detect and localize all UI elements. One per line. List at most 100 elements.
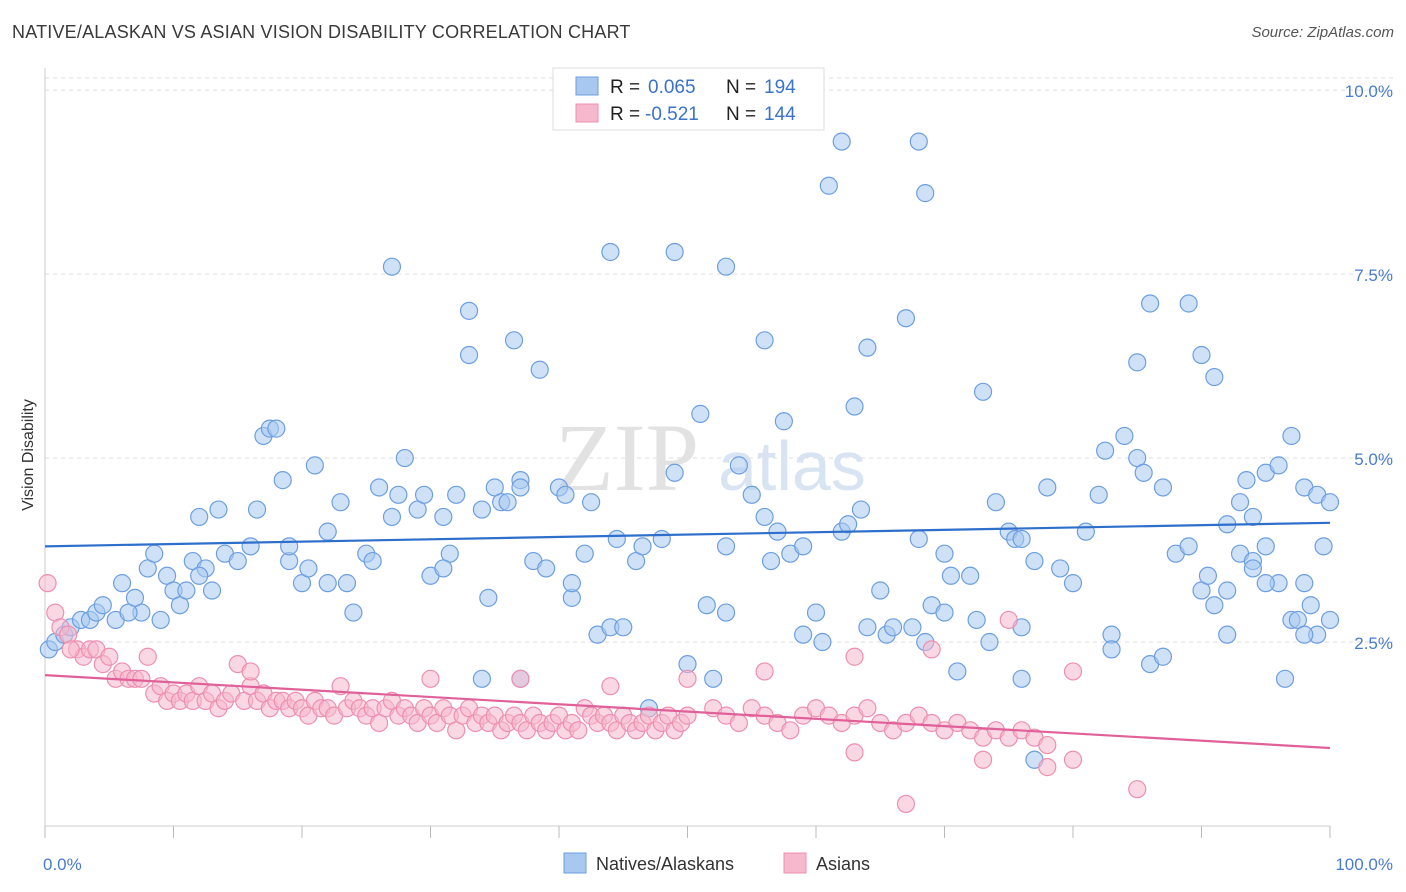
natives-alaskans-point [871, 581, 890, 600]
bottom-legend: Natives/Alaskans Asians [563, 852, 870, 874]
natives-alaskans-point [299, 559, 318, 578]
natives-alaskans-point [794, 625, 813, 644]
legend-swatch-asians [575, 103, 599, 123]
natives-alaskans-point [1012, 669, 1031, 688]
natives-alaskans-point [1089, 485, 1108, 504]
legend-n-label: N = [726, 77, 756, 98]
natives-alaskans-point [1218, 625, 1237, 644]
natives-alaskans-point [1243, 507, 1263, 527]
asians-point [132, 669, 151, 688]
natives-alaskans-point [1025, 551, 1044, 571]
natives-alaskans-point [1256, 537, 1275, 556]
gridlines [45, 77, 1395, 643]
natives-alaskans-point [858, 338, 877, 357]
natives-alaskans-point [305, 456, 324, 475]
asians-point [1063, 750, 1083, 769]
natives-alaskans-point [344, 603, 363, 622]
trend-lines [44, 521, 1331, 750]
natives-alaskans-point [813, 632, 832, 652]
natives-alaskans-point [280, 537, 299, 556]
natives-alaskans-point [395, 448, 414, 468]
asians-trend-line [44, 674, 1331, 750]
asians-point [59, 625, 78, 644]
natives-alaskans-point [504, 331, 524, 350]
legend: R = 0.065 N = 194 R = -0.521 N = 144 [552, 67, 825, 131]
natives-alaskans-point [382, 257, 402, 276]
natives-alaskans-point [247, 500, 267, 519]
asians-point [729, 713, 749, 733]
legend-r-value: -0.521 [645, 104, 699, 125]
asians-point [896, 794, 916, 814]
natives-alaskans-point [1275, 669, 1295, 688]
natives-alaskans-point [151, 610, 170, 630]
natives-alaskans-point [1256, 574, 1275, 593]
natives-alaskans-point [1282, 426, 1301, 446]
natives-alaskans-point [389, 485, 408, 504]
natives-alaskans-point [190, 507, 209, 527]
natives-alaskans-point [858, 618, 877, 637]
natives-alaskans-point [267, 419, 286, 438]
natives-alaskans-point [1096, 441, 1115, 460]
natives-alaskans-point [1153, 478, 1173, 497]
natives-alaskans-point [459, 345, 479, 365]
natives-alaskans-point [228, 551, 247, 571]
natives-alaskans-point [1063, 574, 1083, 593]
asians-point [973, 750, 993, 769]
asians-point [421, 669, 440, 688]
natives-alaskans-point [337, 574, 357, 593]
asians-point [922, 640, 941, 659]
y-axis-title: Vision Disability [20, 399, 37, 511]
natives-alaskans-point [556, 485, 575, 504]
asians-point [755, 662, 774, 681]
natives-alaskans-point [986, 493, 1006, 512]
asians-points [38, 574, 1147, 814]
natives-alaskans-point [1153, 647, 1173, 666]
asians-point [781, 721, 800, 740]
asians-point [100, 647, 119, 666]
legend-swatch-natives [575, 76, 599, 96]
natives-alaskans-point [909, 132, 928, 151]
natives-alaskans-point [633, 537, 652, 556]
natives-alaskans-point [903, 618, 922, 637]
natives-alaskans-point [716, 537, 736, 556]
natives-alaskans-point [961, 566, 980, 585]
natives-alaskans-point [652, 529, 671, 549]
legend-n-label: N = [726, 104, 756, 125]
natives-alaskans-point [916, 184, 935, 203]
natives-alaskans-point [1230, 493, 1250, 512]
natives-alaskans-point [935, 603, 954, 622]
natives-alaskans-point [601, 242, 620, 262]
natives-alaskans-point [125, 588, 145, 607]
natives-alaskans-point [1198, 566, 1218, 585]
natives-alaskans-point [768, 522, 787, 541]
natives-alaskans-point [755, 331, 774, 350]
chart-title: NATIVE/ALASKAN VS ASIAN VISION DISABILIT… [12, 22, 631, 42]
asians-point [241, 662, 260, 681]
y-tick-label: 10.0% [1345, 82, 1393, 101]
chart-source: Source: ZipAtlas.com [1251, 24, 1394, 41]
natives-alaskans-point [459, 301, 479, 320]
asians-point [678, 669, 697, 688]
natives-alaskans-point [472, 669, 491, 688]
natives-alaskans-point [607, 529, 626, 549]
natives-alaskans-point [935, 544, 954, 563]
natives-alaskans-point [845, 397, 864, 416]
natives-alaskans-point [434, 559, 453, 578]
y-tick-label: 7.5% [1354, 266, 1393, 285]
natives-alaskans-point [1179, 537, 1198, 556]
tick-labels: 2.5% 5.0% 7.5% 10.0% 0.0% 100.0% [43, 82, 1393, 874]
bottom-legend-swatch-asians [783, 852, 807, 874]
asians-point [1038, 758, 1057, 777]
natives-alaskans-point [575, 544, 594, 563]
legend-r-label: R = [610, 77, 640, 98]
natives-alaskans-point [851, 500, 871, 519]
natives-alaskans-point [1179, 294, 1198, 313]
natives-alaskans-point [112, 574, 132, 593]
x-tick-label-max: 100.0% [1335, 855, 1393, 874]
natives-alaskans-point [93, 596, 112, 615]
natives-alaskans-point [761, 551, 781, 571]
legend-n-value: 144 [764, 104, 796, 125]
bottom-legend-asians: Asians [816, 854, 870, 874]
bottom-legend-swatch-natives [563, 852, 587, 874]
